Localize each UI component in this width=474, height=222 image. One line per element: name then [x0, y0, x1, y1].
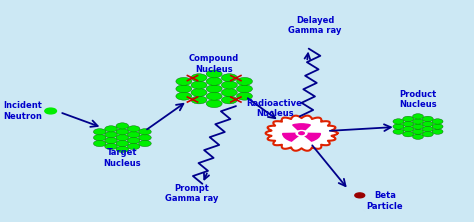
Circle shape: [116, 129, 128, 135]
Circle shape: [403, 121, 414, 127]
Circle shape: [393, 124, 404, 129]
Circle shape: [128, 137, 140, 144]
Text: Compound
Nucleus: Compound Nucleus: [189, 54, 239, 74]
Circle shape: [93, 129, 106, 135]
Circle shape: [206, 100, 222, 108]
Circle shape: [191, 74, 207, 82]
Circle shape: [221, 81, 237, 89]
Circle shape: [422, 121, 433, 127]
Wedge shape: [283, 133, 299, 141]
Circle shape: [221, 74, 237, 82]
Text: Delayed
Gamma ray: Delayed Gamma ray: [288, 16, 342, 35]
Circle shape: [412, 134, 423, 139]
Circle shape: [191, 81, 207, 89]
Circle shape: [221, 89, 237, 96]
Circle shape: [128, 132, 140, 138]
Circle shape: [296, 131, 307, 136]
Circle shape: [276, 121, 327, 146]
Circle shape: [299, 132, 304, 135]
Circle shape: [393, 119, 404, 124]
Text: Product
Nucleus: Product Nucleus: [399, 90, 437, 109]
Circle shape: [206, 70, 222, 78]
Circle shape: [393, 129, 404, 134]
Circle shape: [139, 140, 151, 147]
Polygon shape: [265, 116, 337, 151]
Circle shape: [403, 131, 414, 137]
Circle shape: [237, 85, 253, 93]
Circle shape: [237, 92, 253, 100]
Circle shape: [116, 140, 128, 147]
Circle shape: [221, 96, 237, 104]
Circle shape: [412, 114, 423, 119]
Circle shape: [176, 92, 192, 100]
Circle shape: [422, 116, 433, 122]
Circle shape: [412, 129, 423, 134]
Circle shape: [432, 119, 443, 124]
Circle shape: [432, 124, 443, 129]
Circle shape: [206, 85, 222, 93]
Circle shape: [93, 140, 106, 147]
Circle shape: [206, 77, 222, 85]
Wedge shape: [304, 133, 320, 141]
Circle shape: [412, 124, 423, 129]
Circle shape: [237, 77, 253, 85]
Text: Beta
Particle: Beta Particle: [366, 191, 403, 211]
Wedge shape: [292, 124, 310, 131]
Circle shape: [191, 89, 207, 96]
Circle shape: [191, 96, 207, 104]
Circle shape: [403, 116, 414, 122]
Circle shape: [116, 146, 128, 153]
Circle shape: [403, 126, 414, 132]
Circle shape: [422, 131, 433, 137]
Text: Prompt
Gamma ray: Prompt Gamma ray: [165, 184, 219, 203]
Circle shape: [105, 126, 117, 132]
Text: Radioactive
Nucleus: Radioactive Nucleus: [246, 99, 302, 118]
Circle shape: [105, 137, 117, 144]
Circle shape: [45, 108, 56, 114]
Circle shape: [412, 119, 423, 124]
Circle shape: [128, 143, 140, 150]
Circle shape: [105, 143, 117, 150]
Circle shape: [139, 135, 151, 141]
Circle shape: [128, 126, 140, 132]
Text: Incident
Neutron: Incident Neutron: [3, 101, 42, 121]
Circle shape: [432, 129, 443, 134]
Circle shape: [93, 135, 106, 141]
Circle shape: [116, 135, 128, 141]
Circle shape: [206, 92, 222, 100]
Circle shape: [116, 123, 128, 129]
Circle shape: [176, 77, 192, 85]
Circle shape: [176, 85, 192, 93]
Circle shape: [355, 193, 365, 198]
Text: Target
Nucleus: Target Nucleus: [103, 148, 141, 168]
Circle shape: [139, 129, 151, 135]
Circle shape: [422, 126, 433, 132]
Circle shape: [105, 132, 117, 138]
